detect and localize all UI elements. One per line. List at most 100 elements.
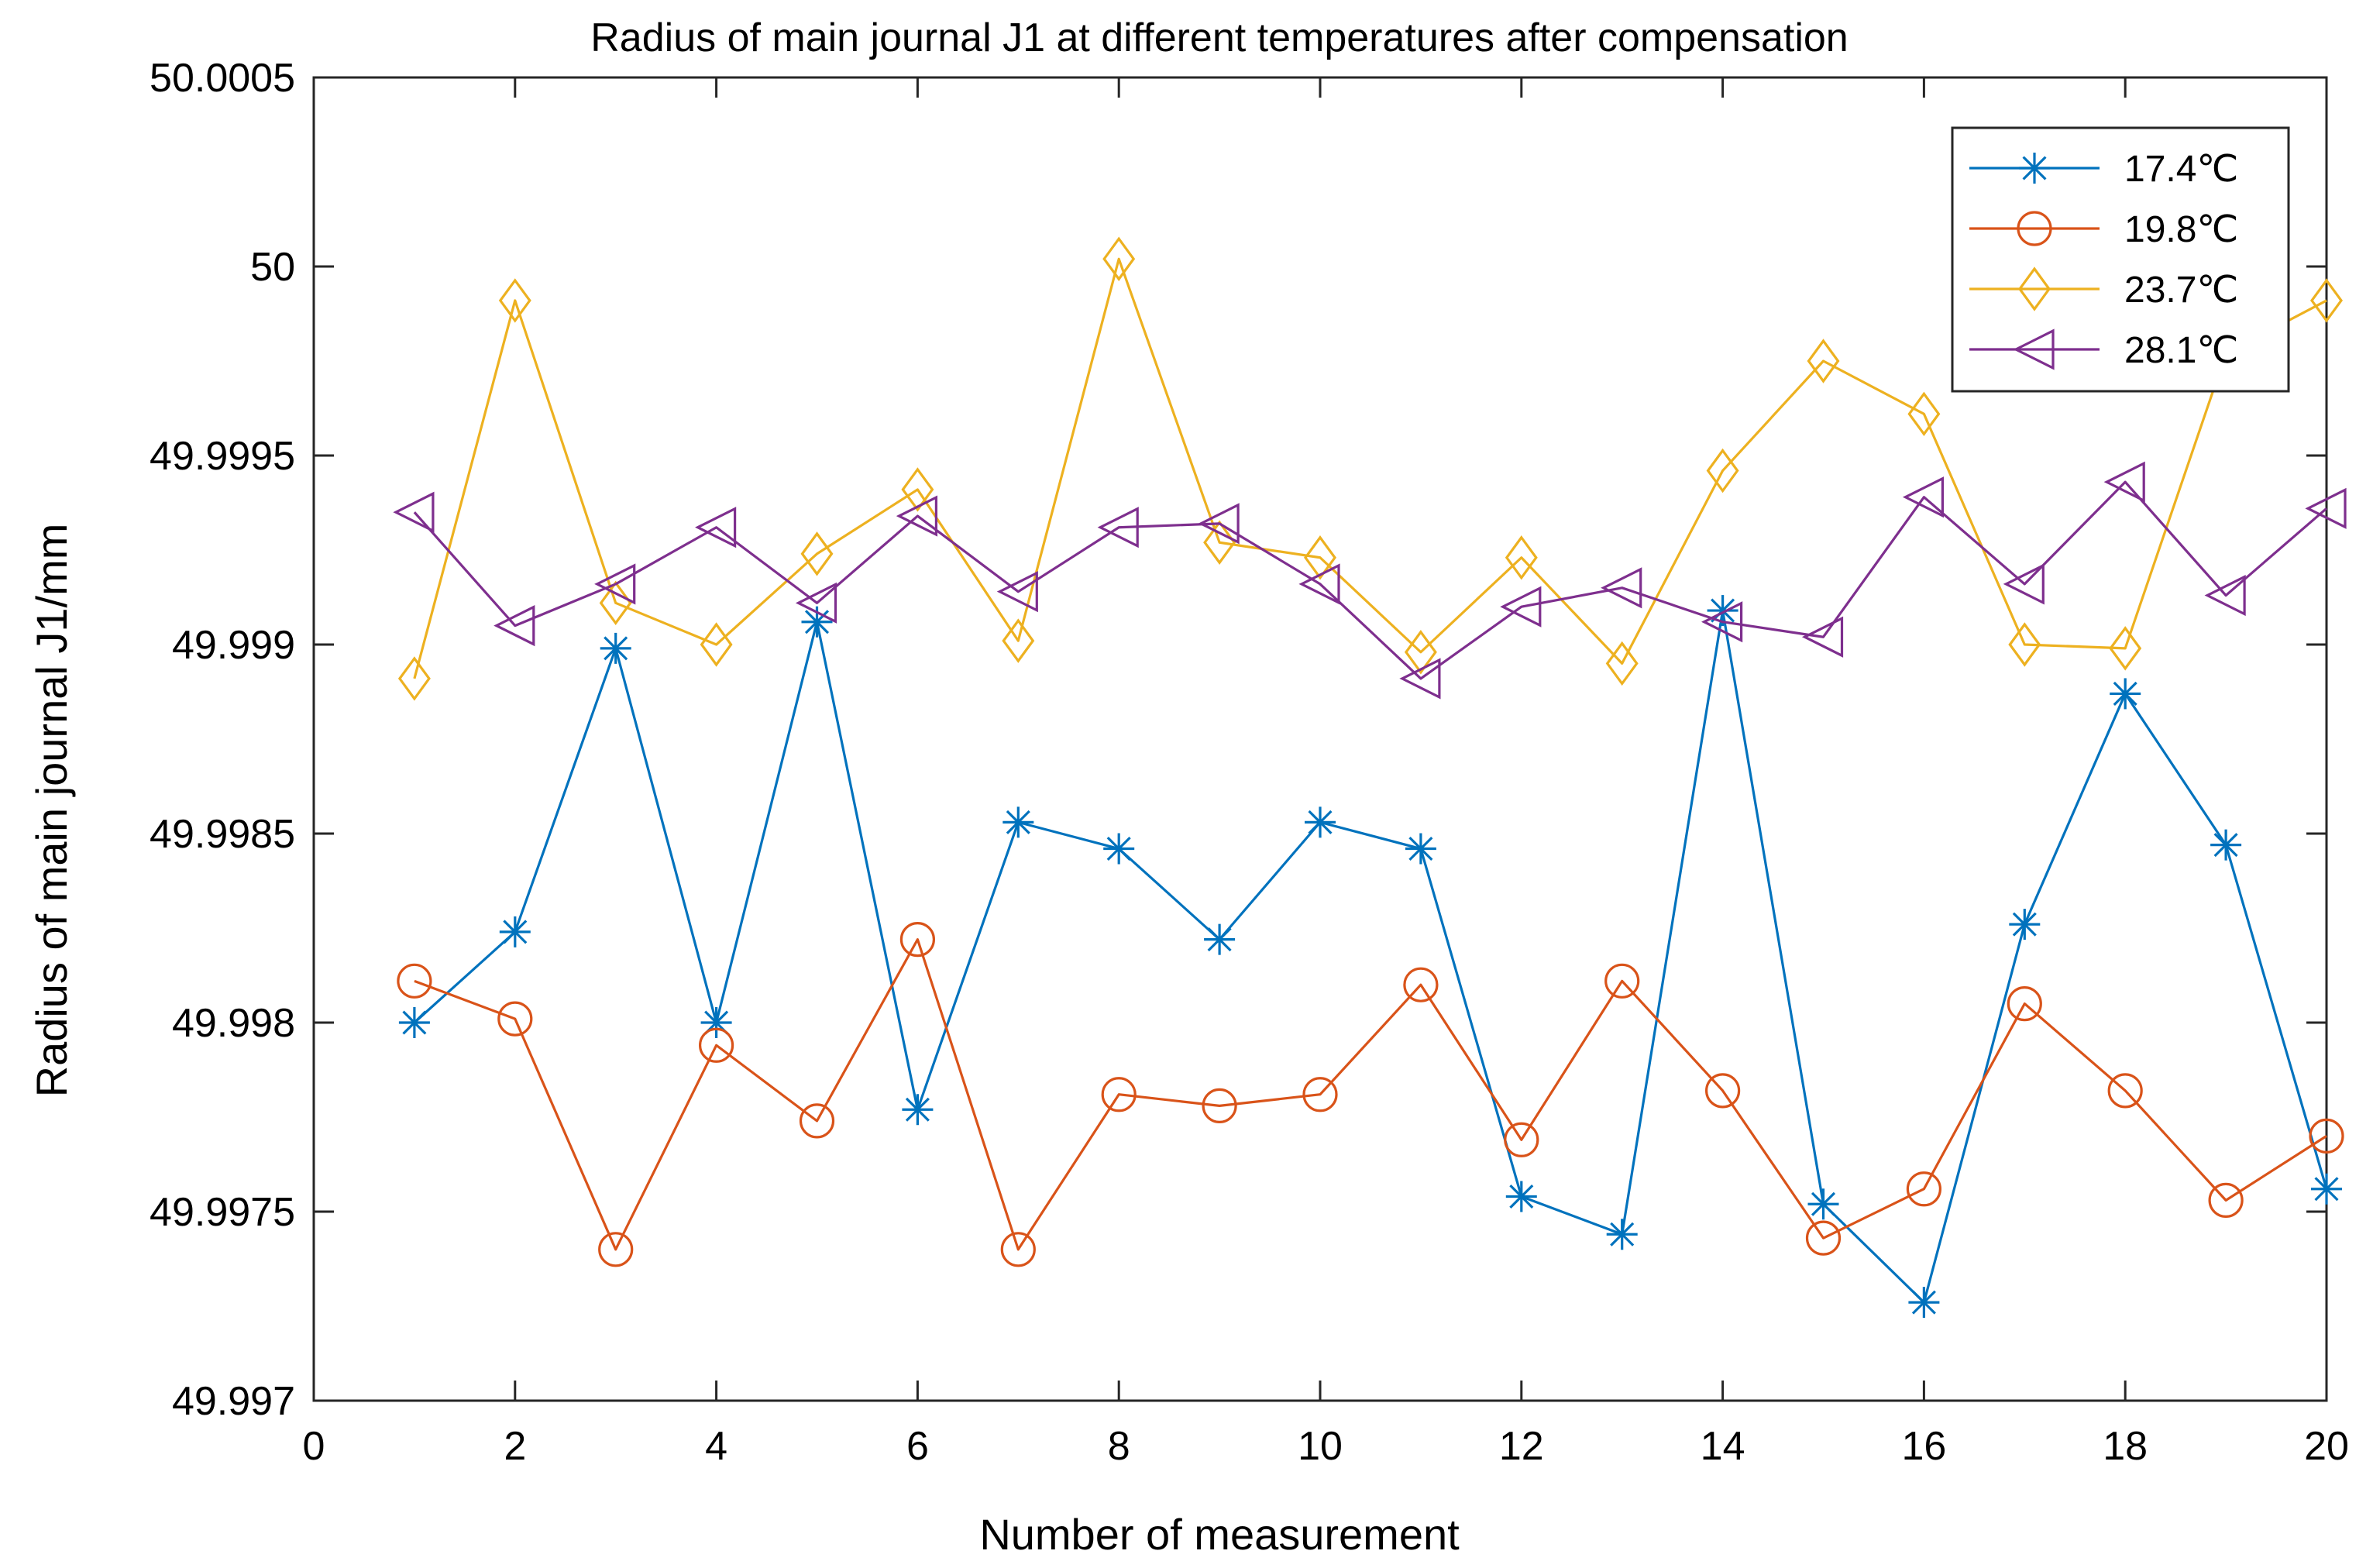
x-tick-label: 6	[906, 1424, 929, 1469]
data-point-s4-18	[2103, 461, 2145, 503]
y-axis-label: Radius of main journal J1/mm	[27, 524, 76, 1098]
series-line-1	[413, 609, 2328, 1304]
data-point-s4-12	[1500, 586, 1542, 628]
y-tick-label: 50	[250, 245, 295, 290]
data-point-s2-11	[1403, 967, 1439, 1002]
data-point-s2-7	[1000, 1232, 1036, 1267]
legend: 17.4℃ 19.8℃ 23.7℃ 28.1℃	[1951, 126, 2290, 393]
data-point-s1-6	[902, 1094, 934, 1126]
data-point-s4-13	[1601, 567, 1642, 609]
x-tick-label: 10	[1298, 1424, 1343, 1469]
data-point-s3-16	[1907, 391, 1941, 437]
data-point-s3-10	[1304, 535, 1336, 580]
data-point-s1-18	[2110, 678, 2141, 710]
data-point-s1-7	[1003, 806, 1034, 838]
data-point-s4-17	[2003, 563, 2045, 605]
data-point-s3-2	[498, 278, 531, 323]
data-point-s4-16	[1902, 476, 1944, 518]
data-point-s1-8	[1103, 833, 1135, 865]
legend-label-4: 28.1℃	[2124, 330, 2238, 371]
data-point-s3-8	[1102, 236, 1136, 281]
data-point-s4-6	[896, 495, 938, 537]
data-point-s3-12	[1505, 535, 1538, 580]
data-point-s4-15	[1801, 616, 1844, 658]
data-point-s4-20	[2305, 487, 2347, 529]
data-point-s3-9	[1203, 520, 1236, 565]
series-line-3	[413, 257, 2327, 679]
y-tick-label: 49.998	[172, 1001, 295, 1046]
data-point-s4-10	[1298, 563, 1340, 605]
data-point-s2-5	[799, 1103, 835, 1139]
data-point-s2-19	[2208, 1182, 2244, 1218]
data-point-s1-9	[1204, 923, 1236, 955]
plot-area: 0 2 4 6 8 10 12 14 16 18 20 49.997 49.9975 49.998 49.9…	[150, 56, 2349, 1469]
data-point-s3-6	[901, 467, 934, 512]
data-point-s2-8	[1101, 1077, 1137, 1112]
series-line-2	[414, 938, 2327, 1251]
x-tick-label: 18	[2103, 1424, 2148, 1469]
legend-marker-4	[2013, 328, 2055, 370]
data-point-s1-1	[398, 1007, 430, 1038]
data-point-s2-14	[1705, 1073, 1741, 1109]
data-point-s1-15	[1807, 1188, 1839, 1220]
y-tick-label: 49.9975	[150, 1190, 295, 1235]
legend-marker-3	[2018, 266, 2051, 311]
data-point-s4-3	[594, 563, 636, 605]
data-point-s3-17	[2008, 622, 2041, 667]
legend-marker-2	[2017, 211, 2052, 246]
data-point-s3-20	[2310, 278, 2343, 323]
data-point-s1-13	[1606, 1219, 1638, 1250]
data-point-s1-11	[1405, 833, 1436, 865]
data-point-s1-17	[2009, 909, 2041, 940]
data-point-s3-1	[397, 656, 431, 701]
data-point-s1-2	[499, 916, 531, 947]
data-point-s2-2	[497, 1001, 533, 1037]
y-tick-label: 49.999	[172, 623, 295, 668]
data-point-s2-12	[1504, 1122, 1539, 1157]
data-point-s1-19	[2210, 829, 2242, 861]
y-tick-label: 49.9985	[150, 812, 295, 857]
data-point-s2-16	[1906, 1171, 1941, 1207]
data-point-s1-12	[1505, 1181, 1537, 1212]
data-point-s1-16	[1908, 1287, 1940, 1319]
x-tick-label: 16	[1901, 1424, 1946, 1469]
data-point-s3-3	[599, 580, 632, 626]
data-point-s4-4	[695, 507, 737, 548]
data-point-s1-20	[2311, 1173, 2342, 1205]
data-point-s4-1	[393, 491, 435, 533]
legend-label-3: 23.7℃	[2124, 270, 2238, 311]
data-point-s4-8	[1097, 507, 1139, 548]
series-line-4	[413, 480, 2328, 680]
x-tick-label: 4	[705, 1424, 727, 1469]
legend-label-1: 17.4℃	[2124, 149, 2238, 190]
data-point-s2-15	[1805, 1220, 1842, 1256]
data-point-s4-11	[1399, 658, 1441, 700]
data-point-s3-13	[1605, 641, 1639, 686]
data-point-s1-3	[600, 632, 631, 664]
data-point-s4-7	[996, 571, 1038, 613]
data-point-s3-18	[2109, 626, 2142, 671]
y-tick-label: 49.997	[172, 1379, 295, 1424]
data-point-s2-9	[1202, 1088, 1237, 1123]
data-point-s2-20	[2309, 1118, 2344, 1154]
x-tick-label: 14	[1701, 1424, 1745, 1469]
data-point-s2-3	[598, 1232, 634, 1267]
data-point-s4-2	[494, 605, 535, 647]
data-point-s2-6	[899, 922, 936, 958]
data-point-s3-15	[1807, 339, 1840, 383]
data-point-s3-14	[1706, 448, 1739, 493]
legend-marker-1	[2019, 153, 2050, 184]
y-tick-label: 50.0005	[150, 56, 295, 101]
data-point-s4-19	[2204, 574, 2246, 617]
x-tick-label: 2	[504, 1424, 526, 1469]
data-point-s2-10	[1302, 1077, 1338, 1112]
x-tick-label: 12	[1499, 1424, 1544, 1469]
chart-title: Radius of main journal J1 at different t…	[590, 15, 1848, 60]
data-point-s2-1	[397, 963, 432, 999]
data-point-s4-14	[1701, 601, 1743, 643]
x-tick-label: 0	[303, 1424, 325, 1469]
data-point-s4-9	[1198, 503, 1240, 545]
data-point-s3-11	[1404, 630, 1437, 675]
data-point-s2-13	[1604, 963, 1640, 999]
